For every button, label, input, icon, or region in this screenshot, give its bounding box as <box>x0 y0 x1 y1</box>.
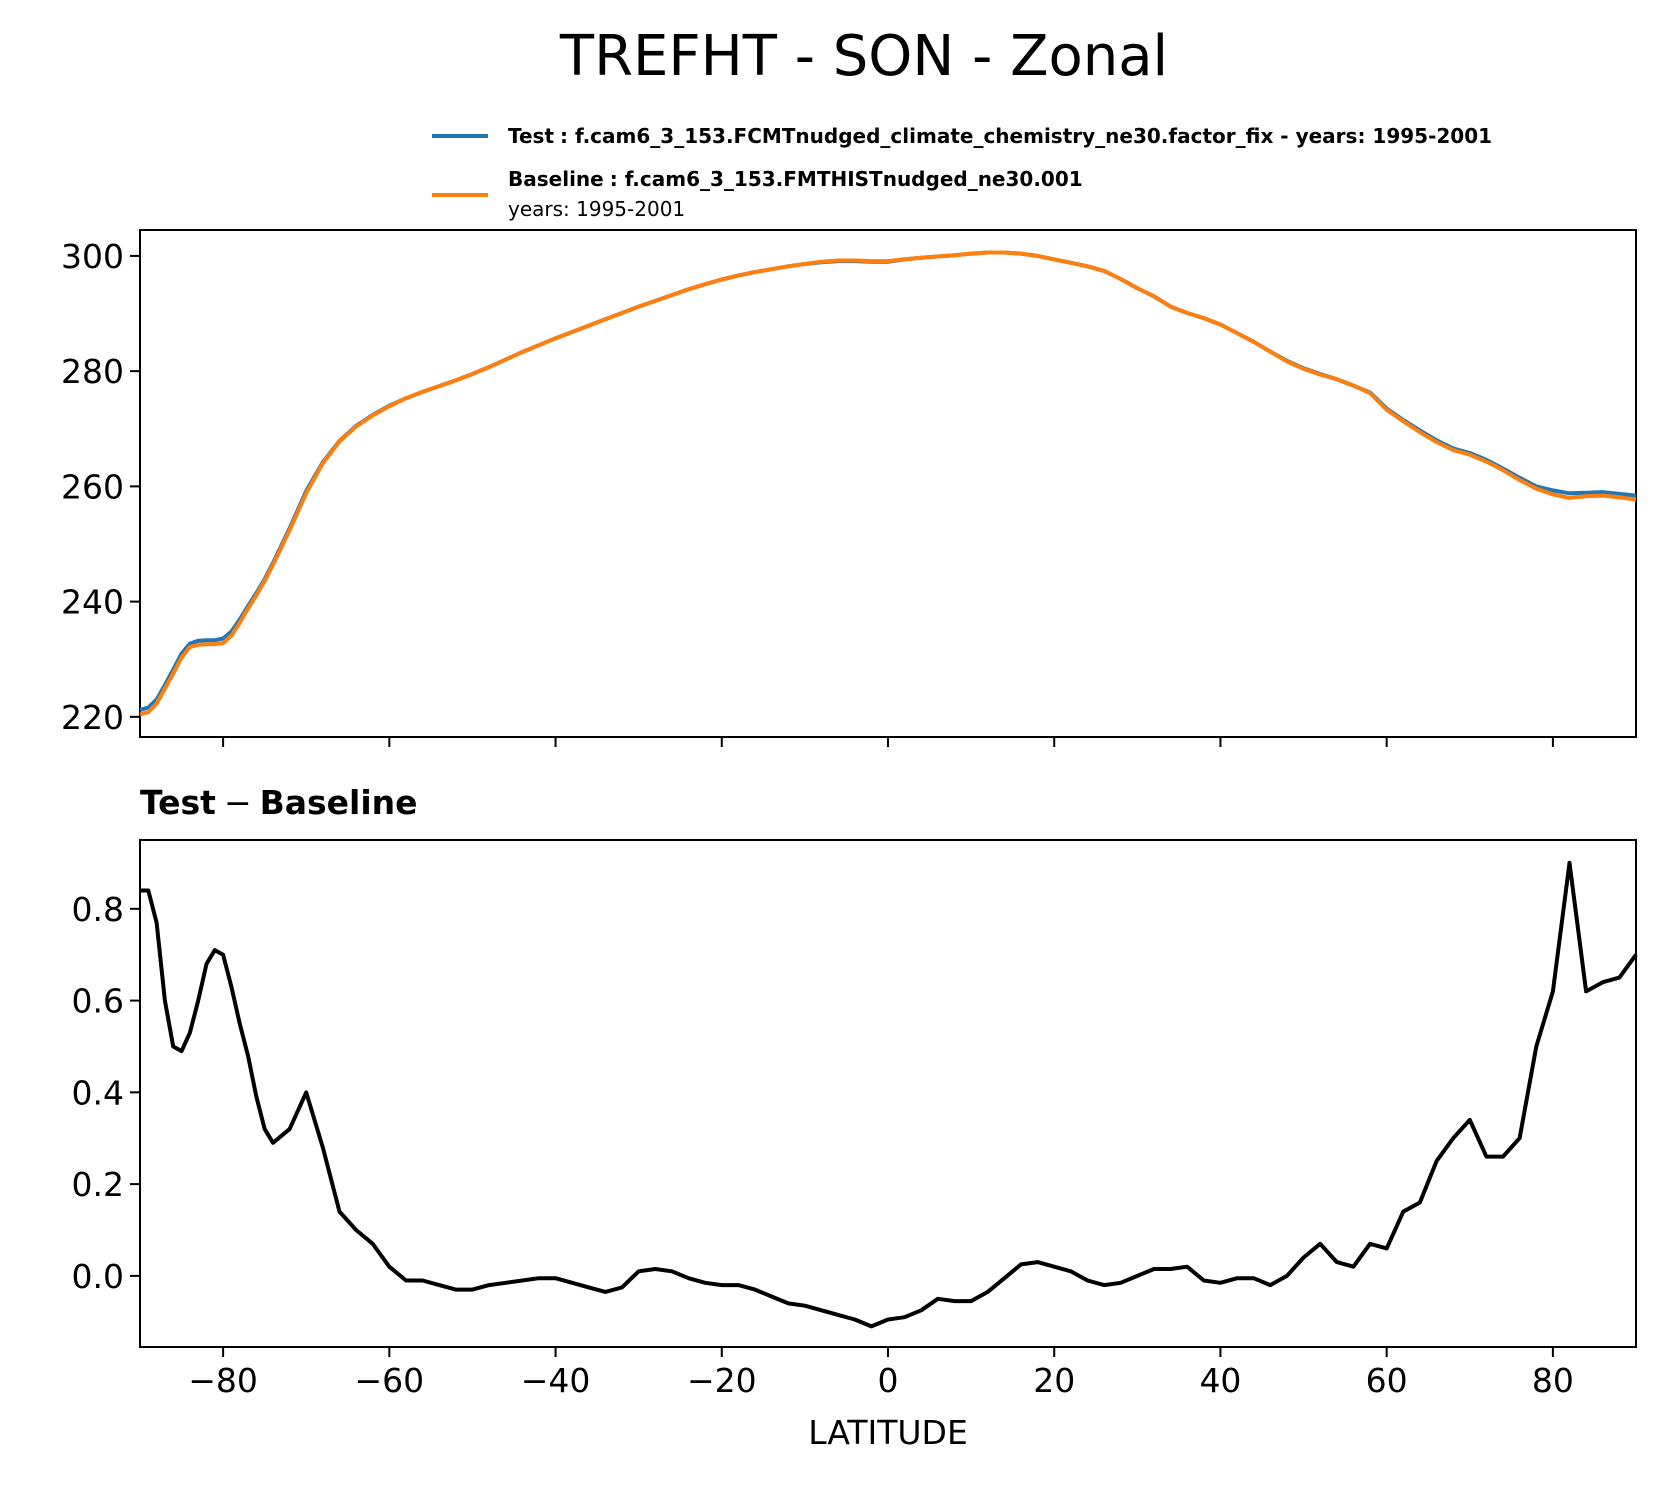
top-y-tick-label: 280 <box>61 352 124 391</box>
legend-baseline-description: : f.cam6_3_153.FMTHISTnudged_ne30.001 <box>610 167 1083 191</box>
bottom-x-tick-label: 60 <box>1366 1361 1408 1400</box>
bottom-x-tick-label: −20 <box>687 1361 757 1400</box>
top-y-tick-label: 260 <box>61 467 124 506</box>
legend-test-description: : f.cam6_3_153.FCMTnudged_climate_chemis… <box>560 124 1492 148</box>
bottom-y-tick-label: 0.2 <box>72 1165 124 1204</box>
bottom-x-tick-label: 0 <box>878 1361 899 1400</box>
bottom-series <box>140 860 1638 1329</box>
bottom-x-tick-label: −80 <box>188 1361 258 1400</box>
top-series <box>139 250 1637 717</box>
legend-test-label: Test: f.cam6_3_153.FCMTnudged_climate_ch… <box>508 124 1492 148</box>
legend-test-label-name: Test <box>508 124 554 148</box>
top-y-tick-label: 300 <box>61 237 124 276</box>
bottom-y-axis: 0.0 0.2 0.4 0.6 0.8 <box>72 890 140 1296</box>
x-axis-label: LATITUDE <box>808 1413 968 1452</box>
difference-panel-title: Test − Baseline <box>140 783 418 822</box>
difference-title-baseline: Baseline <box>260 783 418 822</box>
top-y-tick-label: 220 <box>61 698 124 737</box>
difference-title-minus: − <box>224 783 252 822</box>
bottom-y-tick-label: 0.0 <box>72 1257 124 1296</box>
bottom-panel: Test − Baseline 0.00.20.40.60.8 −80 −60 −40−… <box>72 783 1638 1452</box>
bottom-series-line-test-baseline <box>140 860 1638 1329</box>
bottom-x-tick-label: 80 <box>1532 1361 1574 1400</box>
legend: Test: f.cam6_3_153.FCMTnudged_climate_ch… <box>432 124 1492 221</box>
top-y-tick-label: 240 <box>61 583 124 622</box>
legend-baseline-label-name: Baseline <box>508 167 604 191</box>
bottom-y-tick-label: 0.6 <box>72 982 124 1021</box>
bottom-x-tick-label: −40 <box>521 1361 591 1400</box>
figure-title: TREFHT - SON - Zonal <box>559 24 1168 89</box>
top-y-axis: 220 240 260 280 300 <box>61 237 140 737</box>
bottom-y-tick-label: 0.8 <box>72 890 124 929</box>
bottom-x-tick-label: 20 <box>1033 1361 1075 1400</box>
bottom-x-tick-label: −60 <box>355 1361 425 1400</box>
top-panel: 220 240 260 280 300 <box>61 229 1637 747</box>
legend-baseline-years: years: 1995-2001 <box>508 197 685 221</box>
top-series-line-baseline <box>139 250 1637 717</box>
bottom-x-tick-label: 40 <box>1199 1361 1241 1400</box>
legend-baseline-label: Baseline: f.cam6_3_153.FMTHISTnudged_ne3… <box>508 167 1083 191</box>
bottom-y-tick-label: 0.4 <box>72 1073 124 1112</box>
bottom-x-axis: −80 −60 −40 −20 0 20 40 60 80 <box>188 1347 1574 1400</box>
top-x-axis <box>222 737 1554 747</box>
difference-title-test: Test <box>140 783 216 822</box>
